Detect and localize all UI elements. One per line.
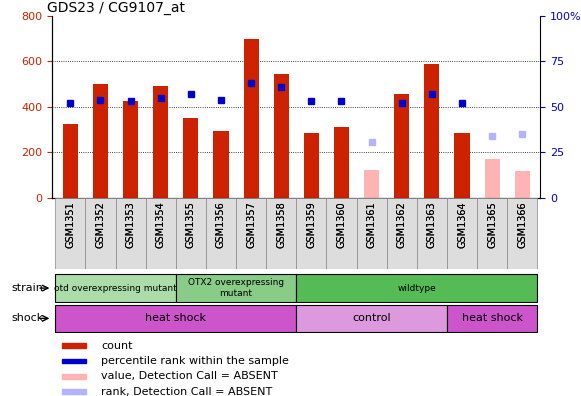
Text: GSM1353: GSM1353 — [125, 202, 135, 248]
Text: GSM1356: GSM1356 — [216, 202, 226, 248]
Bar — [477, 198, 507, 269]
Bar — [63, 124, 78, 198]
Bar — [62, 358, 87, 364]
Bar — [62, 374, 87, 379]
Text: strain: strain — [12, 283, 43, 293]
Text: control: control — [352, 313, 391, 324]
Bar — [62, 343, 87, 348]
Bar — [394, 94, 409, 198]
Text: wildtype: wildtype — [397, 284, 436, 293]
Text: GSM1358: GSM1358 — [276, 202, 286, 248]
Text: GSM1353: GSM1353 — [125, 202, 135, 248]
Bar — [176, 274, 296, 303]
Bar — [447, 198, 477, 269]
Text: GSM1355: GSM1355 — [186, 202, 196, 248]
Bar — [357, 198, 387, 269]
Text: GDS23 / CG9107_at: GDS23 / CG9107_at — [48, 1, 185, 15]
Text: GSM1363: GSM1363 — [427, 202, 437, 248]
Bar — [93, 84, 108, 198]
Text: GSM1361: GSM1361 — [367, 202, 376, 248]
Bar — [274, 74, 289, 198]
Text: GSM1354: GSM1354 — [156, 202, 166, 248]
Bar — [206, 198, 236, 269]
Bar — [266, 198, 296, 269]
Text: otd overexpressing mutant: otd overexpressing mutant — [54, 284, 177, 293]
Text: GSM1360: GSM1360 — [336, 202, 346, 248]
Bar — [515, 171, 530, 198]
Bar — [485, 159, 500, 198]
Text: GSM1361: GSM1361 — [367, 202, 376, 248]
Text: GSM1354: GSM1354 — [156, 202, 166, 248]
Bar — [447, 305, 537, 332]
Bar — [507, 198, 537, 269]
Text: rank, Detection Call = ABSENT: rank, Detection Call = ABSENT — [101, 387, 272, 396]
Bar — [85, 198, 116, 269]
Bar — [236, 198, 266, 269]
Text: GSM1358: GSM1358 — [276, 202, 286, 248]
Text: GSM1357: GSM1357 — [246, 202, 256, 248]
Bar — [153, 86, 168, 198]
Text: OTX2 overexpressing
mutant: OTX2 overexpressing mutant — [188, 278, 284, 298]
Bar — [334, 128, 349, 198]
Bar — [454, 133, 469, 198]
Text: GSM1366: GSM1366 — [517, 202, 527, 248]
Bar — [55, 305, 296, 332]
Bar — [123, 101, 138, 198]
Bar — [424, 64, 439, 198]
Text: GSM1365: GSM1365 — [487, 202, 497, 248]
Bar — [62, 389, 87, 394]
Text: GSM1363: GSM1363 — [427, 202, 437, 248]
Text: GSM1359: GSM1359 — [306, 202, 317, 248]
Text: heat shock: heat shock — [145, 313, 206, 324]
Text: GSM1359: GSM1359 — [306, 202, 317, 248]
Text: GSM1365: GSM1365 — [487, 202, 497, 248]
Bar — [146, 198, 176, 269]
Text: heat shock: heat shock — [462, 313, 523, 324]
Text: GSM1357: GSM1357 — [246, 202, 256, 248]
Bar — [387, 198, 417, 269]
Text: GSM1362: GSM1362 — [397, 202, 407, 248]
Bar — [417, 198, 447, 269]
Bar — [176, 198, 206, 269]
Text: GSM1352: GSM1352 — [95, 202, 106, 248]
Text: GSM1351: GSM1351 — [66, 202, 76, 248]
Bar — [296, 305, 447, 332]
Bar — [243, 38, 259, 198]
Bar — [184, 118, 198, 198]
Bar — [304, 133, 319, 198]
Text: GSM1364: GSM1364 — [457, 202, 467, 248]
Text: GSM1356: GSM1356 — [216, 202, 226, 248]
Text: GSM1360: GSM1360 — [336, 202, 346, 248]
Text: percentile rank within the sample: percentile rank within the sample — [101, 356, 289, 366]
Bar — [296, 198, 327, 269]
Bar — [116, 198, 146, 269]
Text: GSM1366: GSM1366 — [517, 202, 527, 248]
Text: GSM1362: GSM1362 — [397, 202, 407, 248]
Text: value, Detection Call = ABSENT: value, Detection Call = ABSENT — [101, 371, 278, 381]
Bar — [327, 198, 357, 269]
Text: GSM1352: GSM1352 — [95, 202, 106, 248]
Bar — [55, 274, 176, 303]
Bar — [364, 169, 379, 198]
Text: GSM1351: GSM1351 — [66, 202, 76, 248]
Text: count: count — [101, 341, 132, 351]
Bar — [55, 198, 85, 269]
Text: shock: shock — [11, 313, 43, 324]
Bar — [296, 274, 537, 303]
Bar — [213, 131, 228, 198]
Text: GSM1364: GSM1364 — [457, 202, 467, 248]
Text: GSM1355: GSM1355 — [186, 202, 196, 248]
